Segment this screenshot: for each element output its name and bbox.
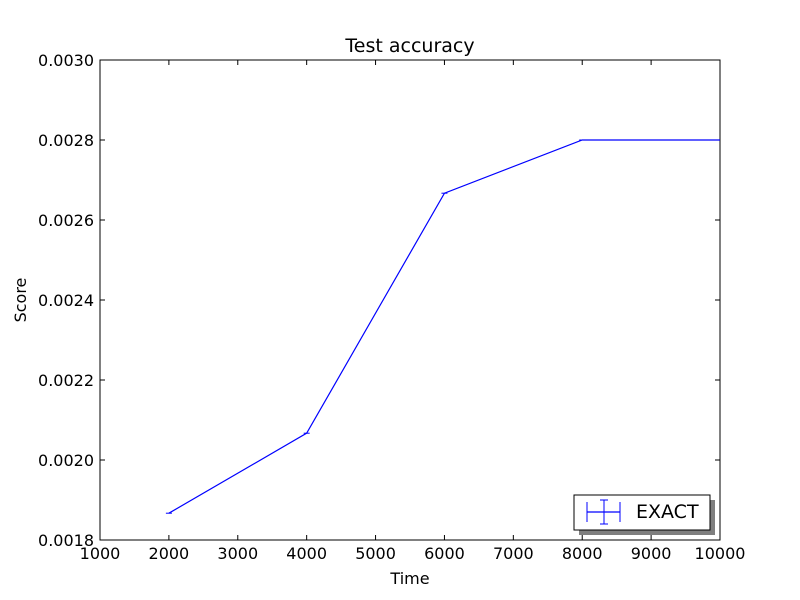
y-axis: 0.0018 0.0020 0.0022 0.0024 0.0026 0.0028 0.00… [38, 51, 720, 550]
plot-area [99, 59, 721, 541]
x-axis-label: Time [389, 569, 429, 588]
y-tick-label: 0.0030 [38, 51, 94, 70]
x-tick-label: 5000 [355, 544, 396, 563]
x-tick-label: 4000 [286, 544, 327, 563]
x-tick-label: 7000 [493, 544, 534, 563]
y-tick-label: 0.0020 [38, 451, 94, 470]
series-layer [165, 139, 720, 514]
y-tick-label: 0.0022 [38, 371, 94, 390]
x-axis: 1000 2000 3000 4000 5000 6000 7000 8000 9000 1000… [80, 60, 746, 563]
x-tick-label: 9000 [631, 544, 672, 563]
y-tick-label: 0.0028 [38, 131, 94, 150]
y-axis-label: Score [11, 278, 30, 323]
x-tick-label: 6000 [424, 544, 465, 563]
x-tick-label: 3000 [217, 544, 258, 563]
legend-marker [586, 499, 621, 525]
y-tick-label: 0.0024 [38, 291, 94, 310]
x-tick-label: 8000 [562, 544, 603, 563]
x-tick-label: 1000 [80, 544, 121, 563]
y-tick-label: 0.0026 [38, 211, 94, 230]
x-tick-label: 10000 [695, 544, 746, 563]
chart-title: Test accuracy [344, 35, 474, 57]
y-tick-label: 0.0018 [38, 531, 94, 550]
legend-label-exact: EXACT [636, 501, 699, 523]
plot-frame [99, 59, 721, 541]
x-tick-label: 2000 [149, 544, 190, 563]
legend: EXACT [573, 494, 715, 535]
